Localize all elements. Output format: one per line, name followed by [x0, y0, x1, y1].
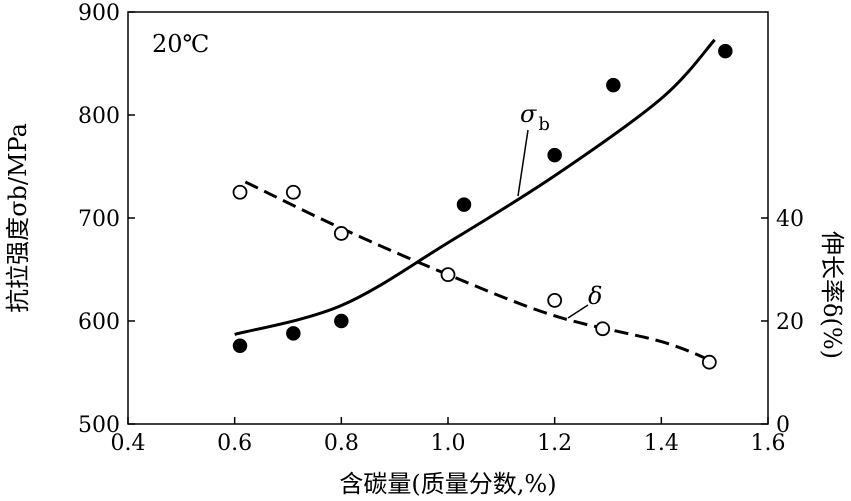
sigma-b-data-point	[547, 147, 562, 163]
sigma-b-fit-curve	[234, 38, 716, 336]
y-left-tick-label: 900	[78, 1, 120, 26]
y-right-axis-label: 伸长率δ(%)	[818, 231, 846, 359]
fit-curves	[234, 38, 716, 364]
delta-series-label: δ	[588, 282, 602, 310]
y-right-tick-label: 0	[776, 413, 790, 438]
data-points	[232, 43, 733, 370]
y-left-tick-label: 600	[78, 310, 120, 335]
delta-data-point	[333, 226, 349, 241]
y-left-tick-label: 800	[78, 104, 120, 129]
delta-data-point	[547, 292, 563, 308]
sigma-b-leader-line	[517, 129, 529, 197]
delta-fit-curve	[244, 180, 716, 364]
y-right-tick-label: 20	[776, 310, 804, 335]
ticks: 0.4 0.6 0.8 1.0 1.2 1.4 1.6 500 600 700 800 900 0 20 4…	[78, 1, 804, 456]
sigma-b-data-point	[286, 326, 301, 341]
delta-data-point	[232, 184, 248, 200]
delta-data-point	[701, 354, 717, 370]
y-left-tick-label: 700	[78, 207, 120, 232]
x-tick-label: 1.6	[751, 431, 786, 456]
sigma-b-subscript: b	[538, 114, 550, 135]
x-tick-label: 0.6	[217, 431, 252, 456]
x-tick-label: 1.0	[431, 431, 466, 456]
y-right-tick-label: 40	[776, 207, 804, 232]
delta-data-point	[440, 267, 456, 283]
delta-data-point	[595, 321, 611, 337]
x-tick-label: 0.8	[324, 431, 359, 456]
x-tick-label: 0.4	[111, 431, 146, 456]
temperature-annotation: 20℃	[152, 30, 209, 58]
sigma-b-data-point	[718, 43, 733, 59]
y-left-axis-label: 抗拉强度σb/MPa	[4, 123, 32, 313]
plot-frame	[127, 11, 769, 425]
x-axis-label: 含碳量(质量分数,%)	[339, 470, 556, 498]
sigma-b-data-point	[232, 338, 248, 353]
y-left-tick-label: 500	[78, 413, 120, 438]
sigma-b-data-point	[606, 77, 621, 93]
x-tick-label: 1.4	[644, 431, 679, 456]
sigma-b-data-point	[334, 313, 349, 329]
sigma-b-data-point	[456, 197, 472, 212]
delta-leader-line	[567, 304, 589, 319]
delta-data-point	[285, 184, 301, 200]
x-tick-label: 1.2	[537, 431, 572, 456]
